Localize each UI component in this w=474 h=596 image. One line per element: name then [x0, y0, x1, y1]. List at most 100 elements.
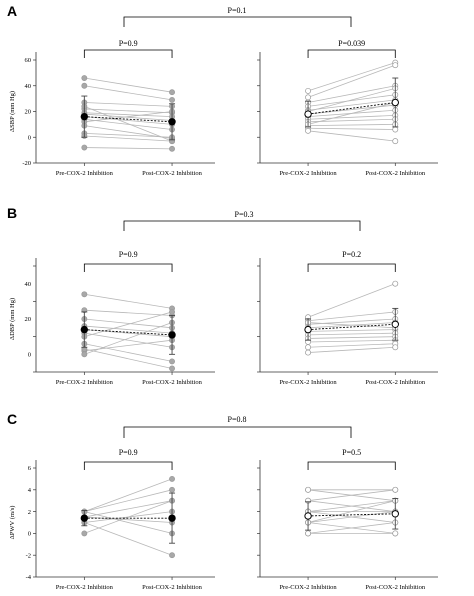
subject-line	[308, 322, 396, 329]
subject-line	[84, 293, 173, 309]
panel-c-comparison-p: P=0.8	[228, 415, 247, 424]
subject-line	[84, 77, 173, 93]
p-value-label: P=0.2	[342, 250, 361, 259]
subject-point	[169, 89, 175, 96]
subject-line	[84, 108, 173, 114]
subject-line	[84, 348, 173, 369]
subject-line	[307, 62, 396, 92]
subject-point	[169, 358, 175, 365]
x-category-label: Pre-COX-2 Inhibition	[279, 170, 337, 177]
subject-line	[84, 325, 173, 334]
subject-point	[169, 365, 175, 372]
subject-point	[392, 138, 399, 145]
panel-b-right-plot: Pre-COX-2 Inhibition Post-COX-2 Inhibitio…	[257, 250, 438, 386]
subject-line	[308, 130, 396, 142]
panel-a-comparison-bracket	[123, 16, 352, 27]
subject-point	[392, 344, 399, 351]
subject-line	[308, 339, 396, 343]
subject-point	[305, 344, 312, 351]
panel-b-comparison-p: P=0.3	[235, 210, 254, 219]
subject-line	[307, 102, 396, 125]
subject-line	[84, 135, 173, 142]
subject-line	[308, 94, 396, 107]
y-tick-label: 60	[25, 57, 32, 64]
p-value-label: P=0.5	[342, 448, 361, 457]
subject-point	[392, 62, 399, 69]
y-tick-label: 40	[25, 83, 32, 90]
y-axis-label: ΔDBP (mm Hg)	[9, 298, 16, 340]
panel-a: A P=0.1 60 40 20 0 -20 ΔSBP (mm Hg) Pre-COX-2 …	[7, 3, 438, 177]
mean-marker	[168, 118, 176, 126]
subject-line	[307, 283, 396, 318]
y-tick-label: 0	[28, 531, 31, 538]
y-tick-label: 20	[25, 316, 32, 323]
subject-line	[84, 111, 173, 123]
subject-line	[84, 343, 173, 362]
subject-point	[169, 486, 175, 493]
subject-line	[84, 489, 173, 512]
subject-line	[84, 85, 173, 101]
subject-line	[84, 113, 173, 121]
x-category-label: Pre-COX-2 Inhibition	[279, 379, 337, 386]
panel-c-right-plot: Pre-COX-2 Inhibition Post-COX-2 Inhibitio…	[257, 448, 438, 591]
subject-point	[81, 144, 88, 151]
mean-marker	[391, 320, 399, 328]
subject-line	[308, 346, 396, 353]
p-value-label: P=0.9	[119, 448, 138, 457]
panel-c-label: C	[7, 411, 17, 427]
subject-point	[392, 126, 399, 133]
subject-point	[305, 87, 312, 94]
subject-line	[84, 118, 173, 130]
mean-marker	[80, 514, 89, 522]
subject-line	[84, 105, 173, 142]
subject-point	[392, 280, 399, 287]
subject-line	[84, 511, 173, 534]
mean-line	[308, 513, 396, 517]
x-category-label: Post-COX-2 Inhibition	[365, 379, 426, 386]
p-value-bracket	[307, 461, 396, 470]
subject-line	[84, 147, 173, 150]
subject-line	[308, 329, 396, 332]
subject-point	[81, 82, 88, 89]
subject-line	[308, 343, 396, 348]
subject-line	[308, 522, 396, 534]
subject-line	[308, 114, 396, 120]
subject-point	[169, 145, 175, 152]
subject-line	[307, 87, 396, 112]
p-value-bracket	[307, 49, 396, 58]
subject-point	[81, 291, 88, 298]
x-category-label: Post-COX-2 Inhibition	[365, 170, 426, 177]
y-tick-label: 0	[28, 134, 31, 141]
subject-line	[307, 85, 396, 103]
p-value-label: P=0.039	[338, 39, 365, 48]
panel-a-right-plot: Pre-COX-2 Inhibition Post-COX-2 Inhibitio…	[257, 39, 438, 177]
p-value-bracket	[83, 263, 173, 272]
subject-line	[84, 112, 173, 118]
mean-marker	[391, 98, 399, 107]
mean-marker	[80, 325, 89, 334]
x-category-label: Pre-COX-2 Inhibition	[279, 584, 337, 591]
mean-line	[84, 329, 173, 336]
subject-point	[169, 96, 175, 103]
panel-a-comparison-p: P=0.1	[228, 6, 247, 15]
y-tick-label: 20	[25, 109, 32, 116]
x-category-label: Post-COX-2 Inhibition	[142, 170, 203, 177]
panel-c: C P=0.8 6 4 2 0 -2 -4 ΔPWV (m/s) Pre-COX-2 Inhi…	[7, 411, 438, 591]
x-category-label: Post-COX-2 Inhibition	[142, 584, 203, 591]
subject-line	[84, 500, 173, 518]
subject-line	[308, 311, 396, 322]
subject-line	[84, 318, 173, 329]
subject-line	[84, 311, 173, 338]
subject-line	[84, 500, 173, 534]
subject-line	[308, 500, 396, 512]
subject-line	[84, 478, 173, 512]
p-value-bracket	[83, 461, 173, 470]
x-category-label: Pre-COX-2 Inhibition	[56, 170, 114, 177]
y-tick-label: -2	[26, 552, 31, 559]
y-tick-label: -4	[26, 574, 32, 581]
y-tick-label: 0	[28, 352, 31, 359]
subject-line	[84, 309, 173, 316]
panel-b: B P=0.3 40 20 0 ΔDBP (mm Hg) Pre-COX-2 Inhib…	[7, 205, 438, 386]
subject-point	[169, 308, 175, 315]
subject-point	[305, 127, 312, 134]
